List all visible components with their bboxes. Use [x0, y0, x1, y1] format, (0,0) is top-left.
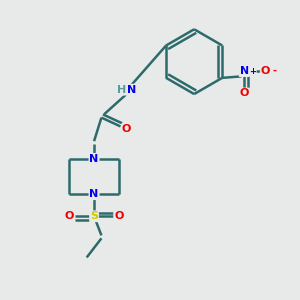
Text: -: - [272, 66, 276, 76]
Text: O: O [114, 211, 124, 221]
Text: N: N [89, 154, 99, 164]
Text: O: O [261, 66, 270, 76]
Text: O: O [240, 88, 249, 98]
Text: +: + [249, 67, 256, 76]
Text: O: O [64, 211, 74, 221]
Text: S: S [90, 211, 98, 221]
Text: N: N [127, 85, 136, 94]
Text: O: O [122, 124, 131, 134]
Text: H: H [117, 85, 127, 94]
Text: N: N [240, 66, 249, 76]
Text: N: N [89, 189, 99, 199]
